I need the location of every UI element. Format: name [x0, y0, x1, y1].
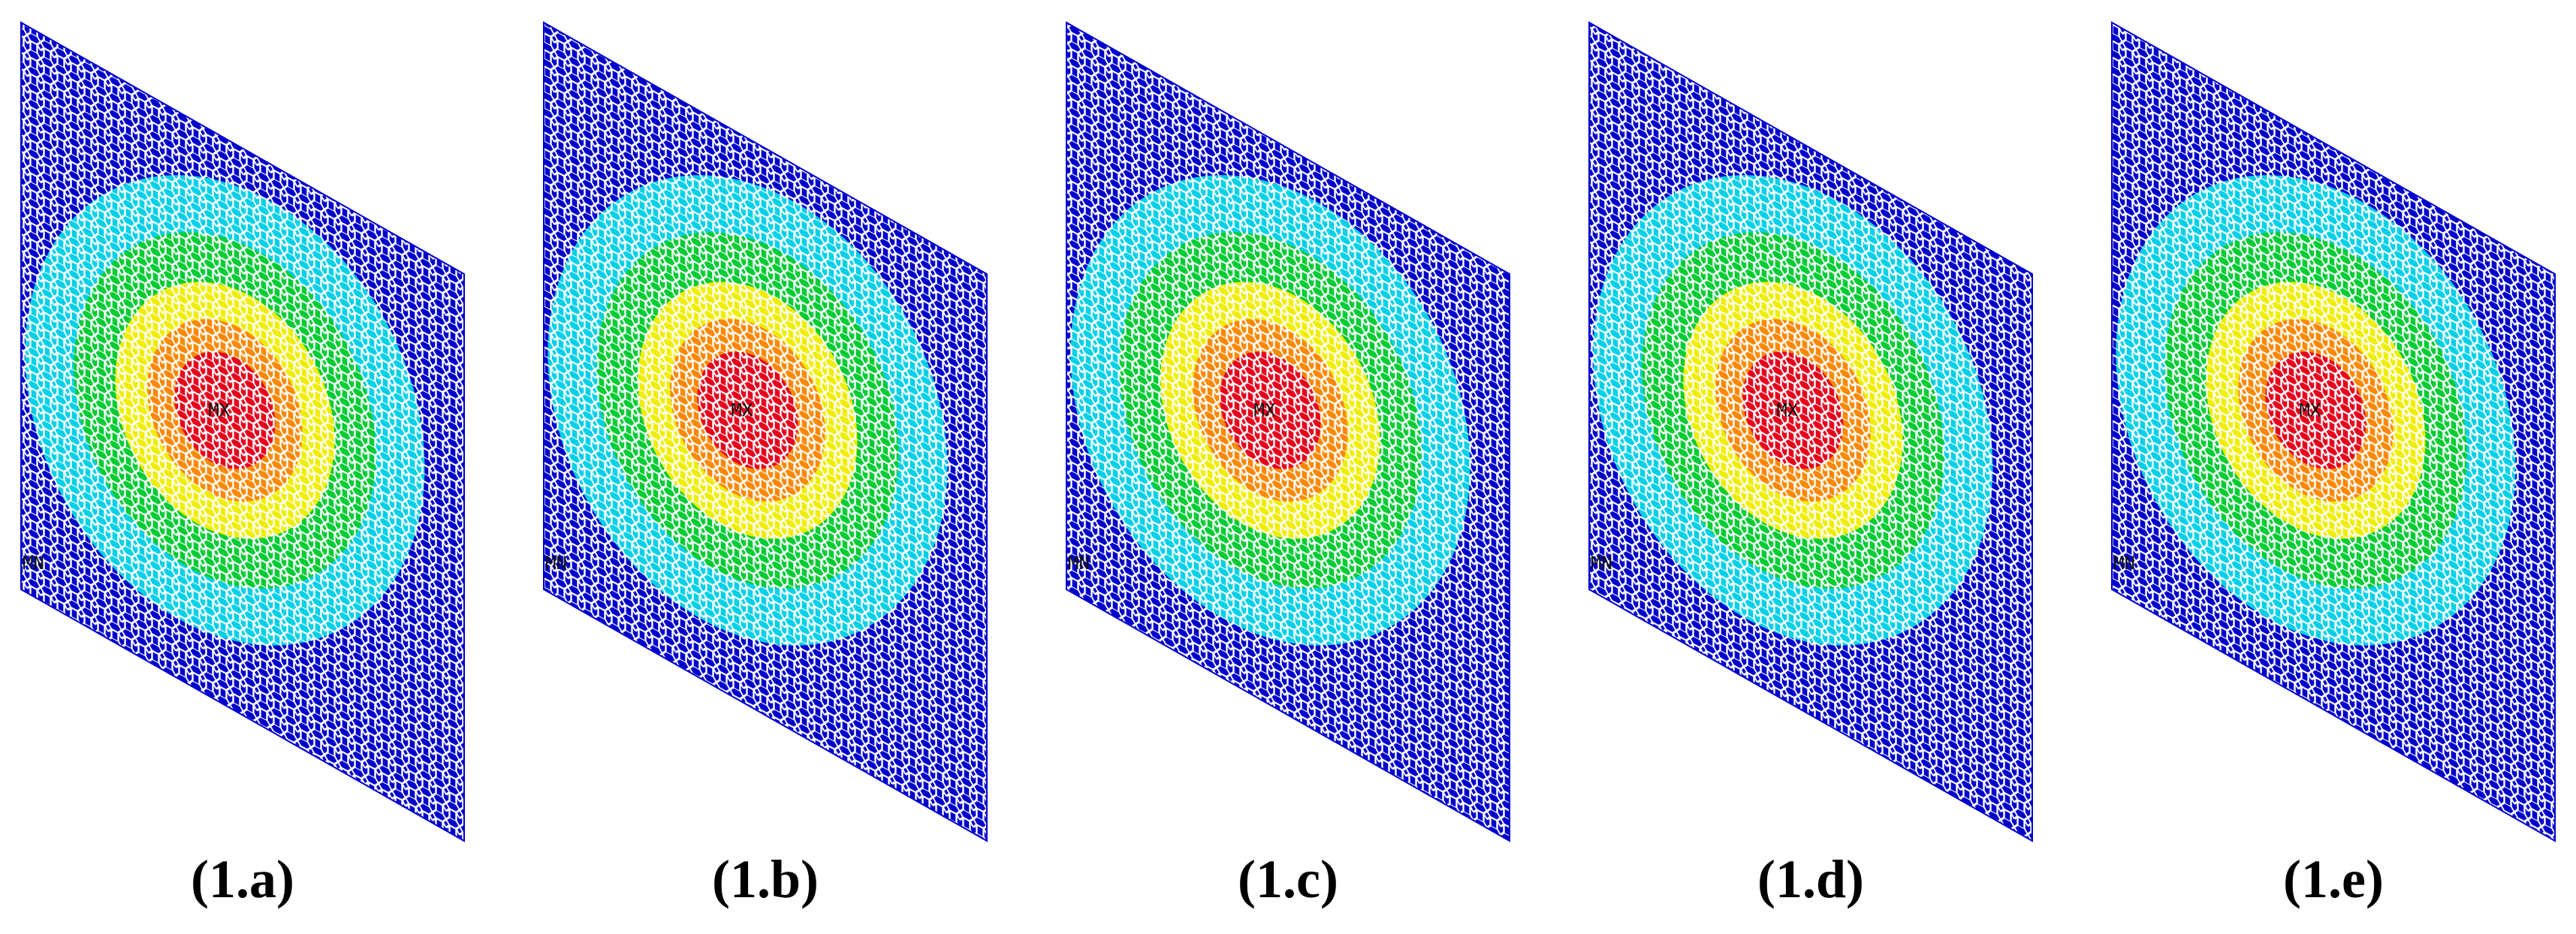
sheet-outline	[1066, 21, 1510, 842]
min-label: MN	[1591, 553, 1612, 574]
honeycomb-mesh	[2112, 23, 2555, 841]
panel-caption: (1.e)	[2283, 849, 2384, 909]
honeycomb-mesh	[21, 23, 464, 841]
min-label: MN	[2113, 553, 2135, 574]
honeycomb-mesh	[544, 23, 987, 841]
max-label: MX	[731, 400, 753, 421]
contour-panel-2: MX MN (1.b)	[543, 21, 988, 909]
panel-caption: (1.a)	[191, 849, 294, 909]
max-label: MX	[2299, 400, 2321, 421]
panel-caption: (1.b)	[712, 849, 819, 909]
max-label: MX	[1253, 400, 1275, 421]
panel-caption: (1.c)	[1238, 849, 1338, 909]
contour-panel-4: MX MN (1.d)	[1588, 21, 2033, 909]
panel-caption: (1.d)	[1757, 849, 1864, 909]
min-label: MN	[545, 553, 567, 574]
honeycomb-mesh	[1589, 23, 2032, 841]
sheet-outline	[543, 21, 988, 842]
contour-panel-5: MX MN (1.e)	[2111, 21, 2556, 909]
min-label: MN	[23, 553, 44, 574]
sheet-outline	[2111, 21, 2556, 842]
max-label: MX	[208, 400, 230, 421]
min-label: MN	[1068, 553, 1090, 574]
max-label: MX	[1776, 400, 1798, 421]
contour-panel-3: MX MN (1.c)	[1066, 21, 1510, 909]
honeycomb-mesh	[1066, 23, 1510, 841]
contour-panel-1: MX MN (1.a)	[20, 21, 465, 909]
sheet-outline	[20, 21, 465, 842]
panels-layer: MX MN (1.a) MX MN (1.b) MX MN (1.c) MX MN (1.d) MX MN…	[20, 21, 2556, 909]
sheet-outline	[1588, 21, 2033, 842]
